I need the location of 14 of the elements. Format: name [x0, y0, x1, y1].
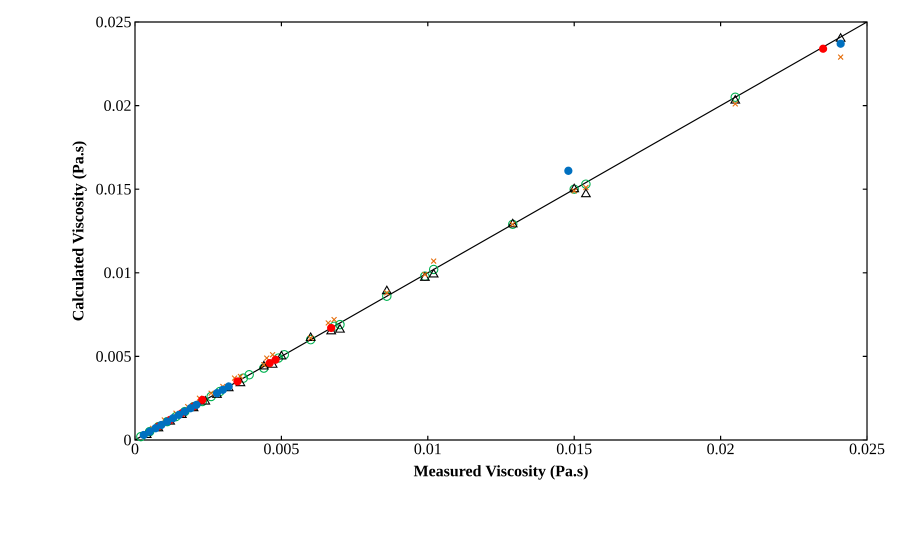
x-tick-label: 0.02 [707, 444, 734, 454]
x-tick-label: 0.01 [414, 444, 441, 454]
x-tick-label: 0 [132, 444, 138, 454]
x-tick-label: 0.015 [556, 444, 592, 454]
y-tick-label: 0.01 [104, 267, 131, 278]
y-axis-title: Calculated Viscosity (Pa.s) [72, 141, 87, 320]
y-tick-label: 0.005 [96, 350, 131, 362]
x-tick-label: 0.005 [264, 444, 299, 454]
y-tick-label: 0.015 [96, 184, 131, 195]
x-tick-label: 0.025 [850, 444, 884, 454]
y-tick-label: 0 [124, 434, 131, 446]
y-tick-label: 0.02 [104, 100, 131, 111]
x-axis-title: Measured Viscosity (Pa.s) [414, 465, 588, 480]
y-tick-label: 0.025 [96, 16, 131, 28]
